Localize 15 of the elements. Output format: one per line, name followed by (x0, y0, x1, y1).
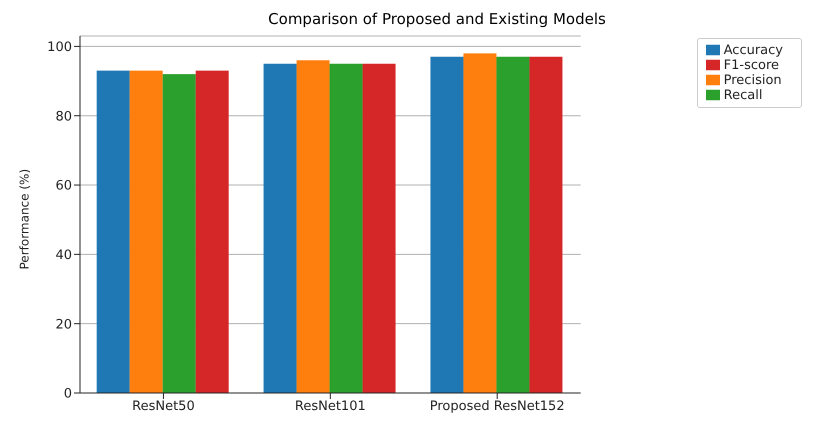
y-tick-label: 80 (55, 109, 72, 124)
y-tick-label: 0 (64, 386, 72, 402)
chart-title: Comparison of Proposed and Existing Models (267, 9, 607, 30)
legend-label: Recall (724, 88, 762, 103)
y-tick-label: 100 (47, 40, 72, 56)
legend-label: Precision (724, 73, 782, 88)
x-tick-label: ResNet50 (132, 399, 195, 414)
y-tick-label: 60 (55, 178, 72, 194)
x-tick-label: ResNet101 (294, 399, 366, 414)
x-tick-label: Proposed ResNet152 (430, 399, 565, 414)
legend-label: F1-score (724, 58, 780, 73)
y-tick-label: 40 (55, 248, 72, 263)
legend-label: Accuracy (724, 43, 783, 58)
y-tick-label: 20 (55, 317, 72, 332)
y-axis-title: Performance (%) (17, 168, 32, 270)
